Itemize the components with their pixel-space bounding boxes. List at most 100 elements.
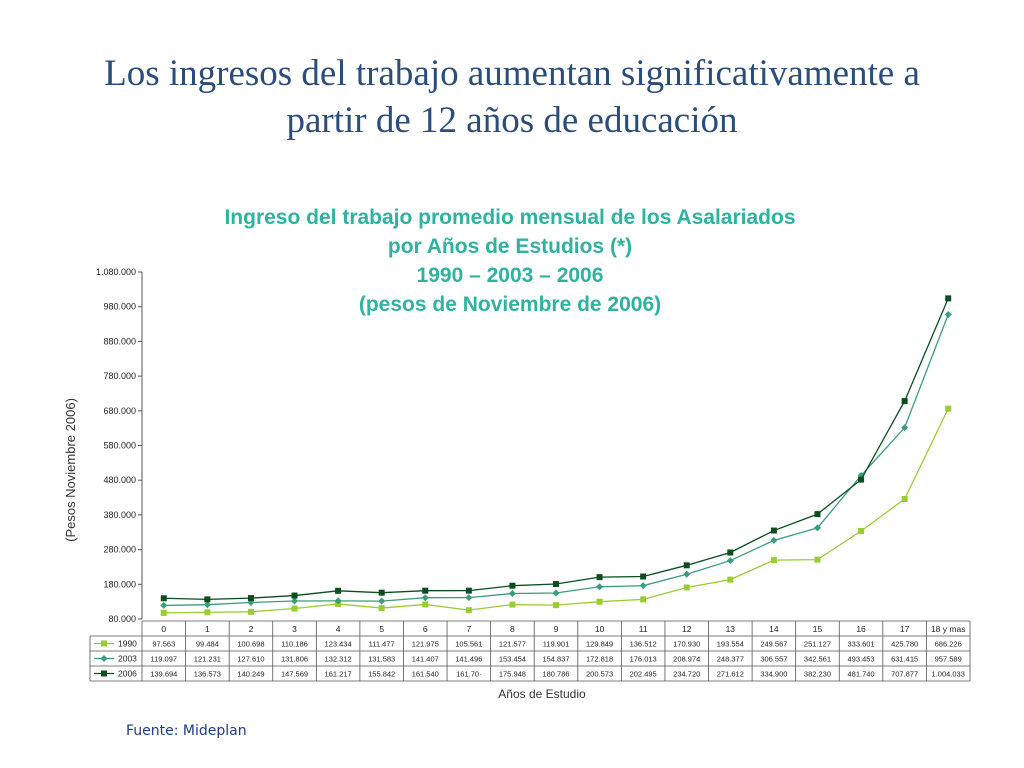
- data-label-1990: 251.127: [804, 640, 831, 649]
- x-tick-label: 11: [639, 624, 648, 634]
- data-label-2006: 155.842: [368, 670, 395, 679]
- y-axis-label: (Pesos Noviembre 2006): [63, 398, 78, 542]
- data-point-2003: [639, 582, 647, 590]
- x-tick-label: 9: [554, 624, 559, 634]
- y-tick-label: 280.000: [103, 545, 136, 555]
- data-label-2003: 132.312: [325, 655, 352, 664]
- data-label-2003: 154.837: [542, 655, 569, 664]
- data-label-1990: 121.577: [499, 640, 526, 649]
- data-point-2006: [596, 574, 603, 581]
- data-point-1990: [770, 557, 777, 564]
- x-tick-label: 8: [510, 624, 515, 634]
- data-label-2003: 631.415: [891, 655, 918, 664]
- data-label-1990: 249.567: [760, 640, 787, 649]
- data-point-2003: [683, 570, 691, 578]
- data-point-2003: [726, 557, 734, 565]
- y-tick-label: 180.000: [103, 579, 136, 589]
- series-line-2006: [163, 298, 949, 601]
- data-label-2006: 334.900: [760, 670, 787, 679]
- y-tick-label: 380.000: [103, 510, 136, 520]
- data-point-2003: [813, 524, 821, 532]
- data-point-1990: [553, 602, 559, 609]
- data-label-2003: 248.377: [717, 655, 744, 664]
- legend-label-2003: 2003: [118, 654, 137, 664]
- data-label-2006: 180.786: [542, 670, 569, 679]
- data-point-2003: [334, 597, 342, 605]
- data-label-2006: 136.573: [194, 670, 221, 679]
- data-label-2006: 1.004.033: [932, 670, 965, 679]
- x-axis-label: Años de Estudio: [498, 687, 586, 701]
- data-point-2006: [160, 595, 167, 602]
- data-point-2003: [291, 597, 299, 605]
- chart-title: Ingreso del trabajo promedio mensual de …: [180, 203, 840, 319]
- x-tick-label: 16: [856, 624, 866, 634]
- legend-marker-2003: [100, 655, 108, 662]
- data-label-2003: 127.610: [237, 655, 264, 664]
- data-point-1990: [596, 598, 603, 605]
- data-label-1990: 121.975: [412, 640, 439, 649]
- data-label-1990: 97.563: [152, 640, 175, 649]
- data-label-2003: 141.496: [455, 655, 482, 664]
- slide-title: Los ingresos del trabajo aumentan signif…: [104, 53, 920, 141]
- x-tick-label: 6: [423, 624, 428, 634]
- data-label-2006: 147.569: [281, 670, 308, 679]
- data-point-1990: [422, 601, 429, 608]
- x-tick-label: 2: [249, 624, 254, 634]
- x-tick-label: 17: [900, 624, 910, 634]
- data-point-2006: [335, 587, 342, 594]
- data-label-1990: 425.780: [891, 640, 918, 649]
- data-label-2003: 957.589: [935, 655, 962, 664]
- data-label-2003: 172.818: [586, 655, 613, 664]
- data-point-1990: [727, 576, 734, 583]
- data-point-2003: [508, 590, 516, 598]
- data-label-1990: 170.930: [673, 640, 700, 649]
- y-tick-label: 980.000: [103, 302, 136, 312]
- data-label-2006: 234.720: [673, 670, 700, 679]
- x-tick-label: 3: [292, 624, 297, 634]
- chart-title-line-1: Ingreso del trabajo promedio mensual de …: [224, 206, 796, 229]
- y-tick-label: 580.000: [103, 441, 136, 451]
- data-point-2006: [640, 573, 647, 580]
- data-point-1990: [465, 607, 472, 614]
- data-label-2003: 493.453: [847, 655, 874, 664]
- data-point-1990: [160, 609, 167, 616]
- x-tick-label: 5: [379, 624, 384, 634]
- data-point-1990: [204, 609, 211, 616]
- x-tick-label: 18 y mas: [931, 624, 966, 634]
- data-label-2006: 161.540: [412, 670, 439, 679]
- data-point-2003: [901, 424, 909, 432]
- data-point-1990: [683, 584, 690, 591]
- y-tick-label: 80.000: [108, 614, 136, 624]
- x-tick-label: 13: [726, 624, 736, 634]
- data-label-1990: 110.186: [281, 640, 308, 649]
- data-label-2006: 139.694: [150, 670, 177, 679]
- data-point-1990: [378, 605, 385, 612]
- chart-title-line-4: (pesos de Noviembre de 2006): [358, 293, 662, 316]
- data-label-1990: 99.484: [196, 640, 219, 649]
- data-label-1990: 119.901: [543, 640, 570, 649]
- data-label-1990: 333.601: [847, 640, 874, 649]
- data-label-2006: 382.230: [804, 670, 831, 679]
- data-point-1990: [901, 496, 908, 503]
- data-point-2006: [247, 595, 254, 602]
- data-label-2003: 131.806: [281, 655, 308, 664]
- data-label-1990: 136.512: [630, 640, 657, 649]
- data-label-1990: 123.434: [325, 640, 352, 649]
- data-label-2006: 707.877: [891, 670, 918, 679]
- data-label-1990: 193.554: [717, 640, 744, 649]
- data-label-2003: 153.454: [499, 655, 526, 664]
- data-point-1990: [247, 608, 254, 615]
- data-point-2006: [465, 587, 472, 594]
- data-point-2006: [727, 549, 734, 556]
- data-point-1990: [814, 556, 821, 563]
- data-label-2006: 202.495: [630, 670, 657, 679]
- data-label-2003: 131.583: [368, 655, 395, 664]
- data-point-2003: [421, 594, 429, 602]
- data-point-1990: [509, 601, 516, 608]
- data-point-2003: [160, 601, 168, 609]
- data-label-2003: 119.097: [151, 655, 178, 664]
- data-label-1990: 105.561: [455, 640, 482, 649]
- data-point-2006: [770, 527, 777, 534]
- data-label-2006: 175.948: [499, 670, 526, 679]
- y-tick-label: 480.000: [103, 475, 136, 485]
